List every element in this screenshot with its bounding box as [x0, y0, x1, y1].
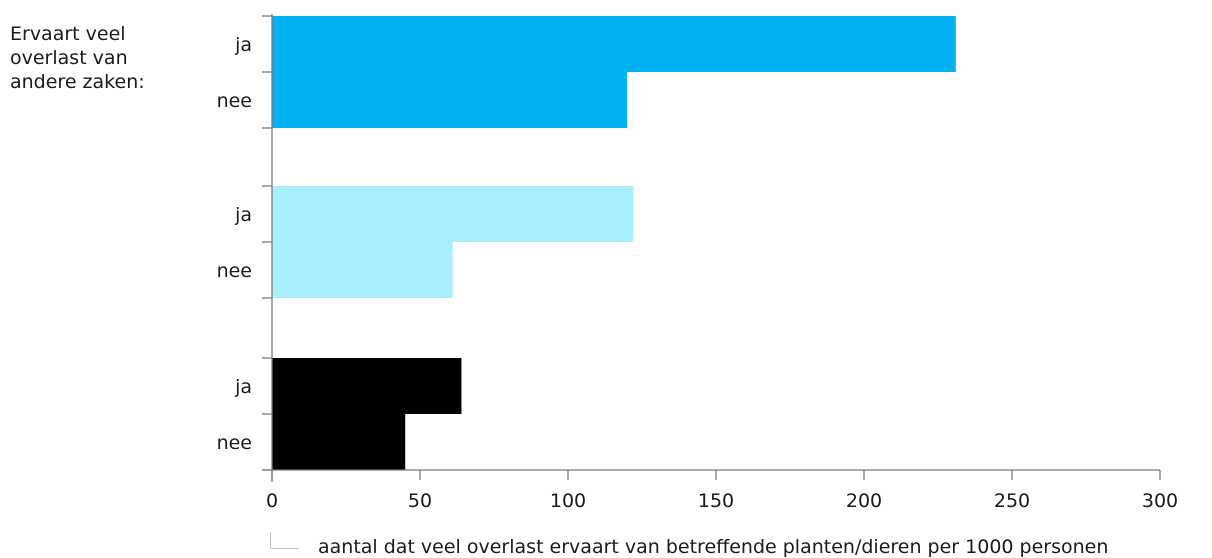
category-label-3: ja — [234, 204, 252, 226]
bar-3 — [272, 186, 634, 242]
group-title-line-1: Ervaart veel — [10, 23, 126, 45]
x-tick-label-100: 100 — [550, 490, 586, 512]
x-tick-label-50: 50 — [408, 490, 432, 512]
bar-1 — [272, 16, 956, 72]
category-label-6: nee — [217, 432, 252, 454]
category-label-1: ja — [234, 34, 252, 56]
x-tick-label-250: 250 — [994, 490, 1030, 512]
bar-5 — [272, 358, 462, 414]
bar-6 — [272, 414, 406, 470]
bar-4 — [272, 242, 453, 298]
x-tick-label-200: 200 — [846, 490, 882, 512]
x-tick-label-300: 300 — [1142, 490, 1178, 512]
x-tick-label-0: 0 — [266, 490, 278, 512]
category-label-5: ja — [234, 376, 252, 398]
group-title-line-2: overlast van — [10, 47, 128, 69]
category-label-2: nee — [217, 90, 252, 112]
category-label-4: nee — [217, 260, 252, 282]
x-axis-label: aantal dat veel overlast ervaart van bet… — [318, 536, 1109, 558]
legend-swatch — [270, 532, 299, 549]
group-title-line-3: andere zaken: — [10, 71, 145, 93]
x-tick-label-150: 150 — [698, 490, 734, 512]
group-title: Ervaart veel overlast van andere zaken: — [10, 22, 180, 94]
bar-2 — [272, 72, 628, 128]
